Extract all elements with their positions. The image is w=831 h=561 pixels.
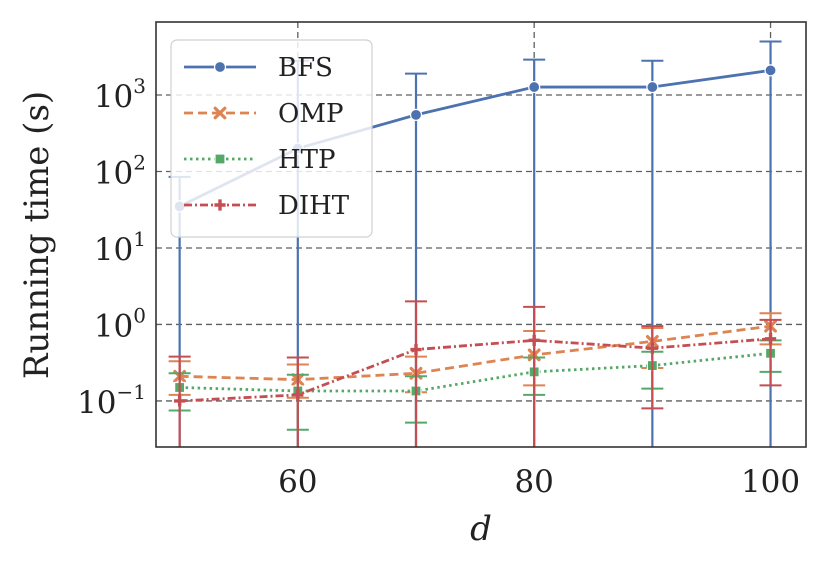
y-tick-label: 103 [94,74,146,115]
series-line [179,324,771,382]
y-tick-label: 102 [94,150,146,191]
data-point [528,334,540,346]
x-tick-label: 100 [741,464,800,500]
data-point [292,389,304,401]
y-tick-label: 101 [94,227,146,268]
x-axis-label: d [470,509,492,549]
data-point [410,343,422,356]
data-point [646,80,659,94]
legend: BFS OMP HTP DIHT [170,39,373,238]
legend-box [170,39,373,238]
legend-label: BFS [278,53,333,83]
data-point [174,395,186,407]
data-point [213,60,227,74]
series-htp [168,339,782,431]
legend-item-omp: OMP [184,99,343,129]
legend-item-htp: HTP [184,145,336,175]
series-line [179,337,771,403]
data-point [764,64,777,77]
data-point [528,80,541,94]
legend-item-diht: DIHT [184,191,350,221]
x-tick-label: 80 [514,464,553,500]
series-line [179,351,771,393]
data-point [214,199,226,211]
y-tick-label: 100 [94,303,146,344]
legend-label: OMP [278,99,343,129]
series-diht [168,300,782,447]
data-point [409,108,423,121]
tick-labels: 60 80 100 10−1 100 101 102 103 [77,74,800,500]
data-point [213,106,227,120]
legend-item-bfs: BFS [184,53,333,83]
data-point [646,342,658,354]
series-omp [168,312,782,399]
legend-label: DIHT [278,191,350,221]
y-axis-label: Running time (s) [17,91,57,379]
data-point [764,333,777,345]
data-point [214,153,226,165]
y-tick-label: 10−1 [77,380,146,421]
legend-label: HTP [278,145,336,175]
plot-frame [155,21,807,448]
x-tick-label: 60 [278,464,317,500]
